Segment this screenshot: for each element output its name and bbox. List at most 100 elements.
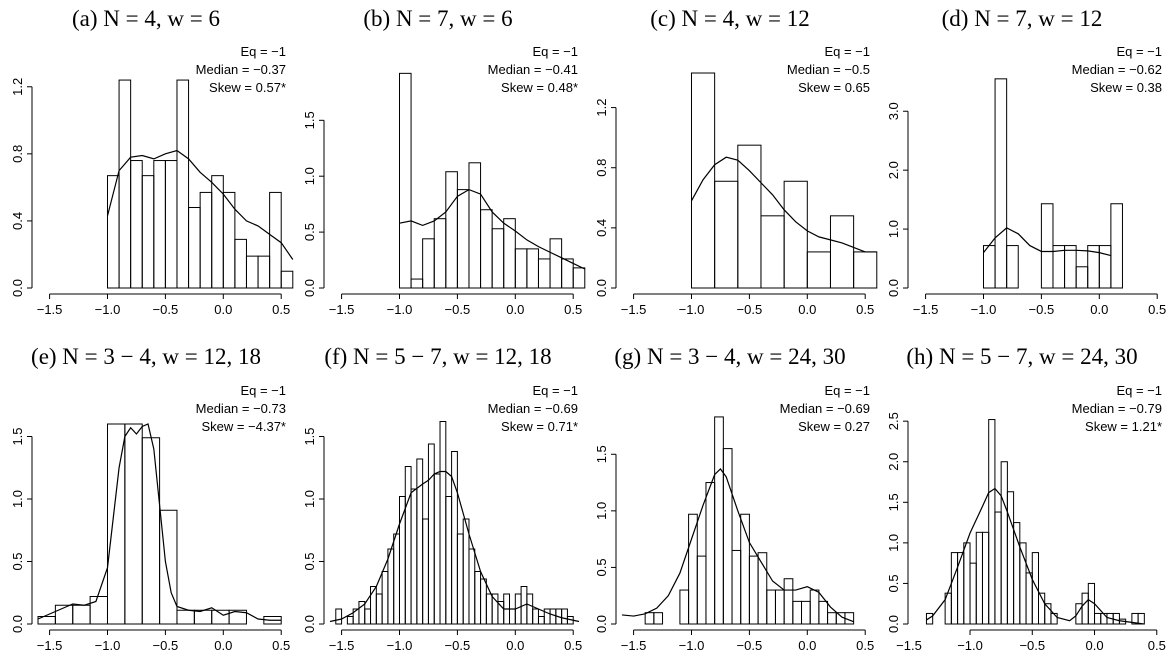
x-tick-label: −0.5 [445, 638, 471, 653]
histogram-bar [760, 215, 785, 289]
histogram-bar [1000, 461, 1008, 625]
histogram-bar [456, 189, 470, 289]
histogram-bar [468, 548, 476, 625]
x-tick-label: −0.5 [1029, 302, 1055, 317]
x-tick-label: −1.0 [387, 638, 413, 653]
histogram-bar [370, 586, 377, 625]
histogram-bar [433, 473, 441, 625]
panel-title: (b) N = 7, w = 6 [363, 6, 513, 31]
histogram-plot: −1.5 −1.0 −0.5 0.0 0.5 0.0 1.0 2.0 3.0 Eq = −1 Med… [886, 44, 1166, 317]
annotation-line: Median = −0.69 [488, 401, 578, 416]
y-axis: 0.0 0.5 1.0 1.5 2.0 2.5 [886, 412, 909, 633]
histogram-bar [257, 255, 271, 289]
panel-a: (a) N = 4, w = 6 −1.5 −1.0 −0.5 0.0 0.5 0.0 0.… [0, 0, 294, 334]
histogram-bar [364, 608, 372, 625]
stats-annotation: Eq = −1 Median = −0.69 Skew = 0.71* [488, 383, 578, 434]
histogram-bar [714, 416, 724, 625]
histogram-bar [1081, 592, 1089, 625]
histogram-bar [514, 248, 528, 289]
histogram-bar [696, 555, 707, 625]
histogram-bar [806, 251, 831, 289]
histogram-bar [679, 589, 690, 625]
histogram-bar [653, 612, 664, 625]
histogram-bar [994, 511, 1002, 625]
panel-title: (a) N = 4, w = 6 [72, 6, 220, 31]
x-tick-label: −1.0 [95, 302, 121, 317]
y-tick-label: 0.4 [10, 212, 25, 230]
histogram-bar [410, 278, 424, 289]
x-tick-label: −1.0 [971, 302, 997, 317]
histogram-bar [1094, 612, 1102, 625]
y-tick-label: 0.5 [10, 552, 25, 570]
annotation-line: Skew = 0.38 [1090, 80, 1162, 95]
histogram-bar [480, 578, 487, 625]
y-tick-label: 1.0 [594, 502, 609, 520]
histogram-bar [416, 458, 424, 625]
y-tick-label: 3.0 [886, 102, 901, 120]
histogram-bar [1075, 266, 1089, 289]
histogram-bar [124, 423, 143, 625]
histogram-bar [439, 421, 447, 625]
histogram-bar [176, 609, 195, 625]
histogram-bar [783, 578, 794, 625]
annotation-line: Skew = −4.37* [201, 419, 286, 434]
histogram-plot: −1.5 −1.0 −0.5 0.0 0.5 0.0 0.5 1.0 1.5 Eq = −1 Med… [10, 383, 290, 653]
x-tick-label: 0.5 [564, 638, 582, 653]
x-tick-label: −1.5 [896, 638, 922, 653]
histogram-bar [1006, 491, 1015, 625]
x-tick-label: −0.5 [737, 638, 763, 653]
y-tick-label: 1.5 [302, 427, 317, 445]
histogram-bar [549, 608, 557, 625]
x-tick-label: −1.5 [37, 302, 63, 317]
x-tick-label: −0.5 [153, 302, 179, 317]
y-tick-label: 0.5 [594, 558, 609, 576]
histogram-bar [245, 255, 259, 289]
panel-title: (d) N = 7, w = 12 [941, 6, 1103, 31]
x-tick-label: −1.5 [913, 302, 939, 317]
y-tick-label: 2.5 [886, 412, 901, 430]
annotation-line: Median = −0.62 [1072, 62, 1162, 77]
bars [925, 419, 1145, 625]
panel-title: (e) N = 3 − 4, w = 12, 18 [31, 344, 261, 369]
y-tick-label: 1.0 [10, 490, 25, 508]
histogram-bar [737, 144, 762, 289]
x-axis: −1.5 −1.0 −0.5 0.0 0.5 [329, 629, 582, 653]
histogram-bar [445, 171, 458, 289]
y-axis: 0.0 0.4 0.8 1.2 [594, 99, 617, 297]
x-tick-label: 0.0 [506, 638, 524, 653]
histogram-bar [981, 531, 990, 625]
histogram-bar [950, 552, 959, 625]
y-axis: 0.0 0.5 1.0 1.5 [594, 445, 617, 633]
histogram-bar [818, 600, 829, 625]
histogram-bar [485, 593, 493, 625]
histogram-bar [1064, 245, 1077, 289]
density-curve [690, 156, 877, 253]
histogram-bar [130, 160, 143, 289]
annotation-line: Eq = −1 [1116, 44, 1162, 59]
histogram-bar [1050, 612, 1058, 625]
y-tick-label: 0.0 [10, 279, 25, 297]
x-axis: −1.0 −0.5 0.0 0.5 −1.5 [896, 629, 1166, 653]
y-tick-label: 0.8 [594, 159, 609, 177]
y-tick-label: 1.5 [302, 111, 317, 129]
x-tick-label: 0.5 [272, 638, 290, 653]
histogram-bar [1137, 612, 1145, 625]
annotation-line: Median = −0.79 [1072, 401, 1162, 416]
x-tick-label: −1.0 [957, 638, 983, 653]
annotation-line: Eq = −1 [532, 44, 578, 59]
annotation-line: Skew = 0.71* [501, 419, 578, 434]
x-tick-label: −1.5 [37, 638, 63, 653]
x-axis: −1.5 −1.0 −0.5 0.0 0.5 [621, 629, 874, 653]
y-tick-label: 0.5 [886, 574, 901, 592]
y-tick-label: 0.0 [10, 615, 25, 633]
histogram-bar [106, 423, 126, 625]
annotation-line: Eq = −1 [1116, 383, 1162, 398]
histogram-bar [468, 162, 482, 289]
histogram-bar [491, 593, 499, 625]
bars [37, 423, 282, 625]
histogram-bar [1006, 245, 1019, 289]
stats-annotation: Eq = −1 Median = −0.73 Skew = −4.37* [196, 383, 286, 434]
x-tick-label: −1.5 [621, 302, 647, 317]
x-tick-label: 0.5 [564, 302, 582, 317]
annotation-line: Eq = −1 [824, 44, 870, 59]
